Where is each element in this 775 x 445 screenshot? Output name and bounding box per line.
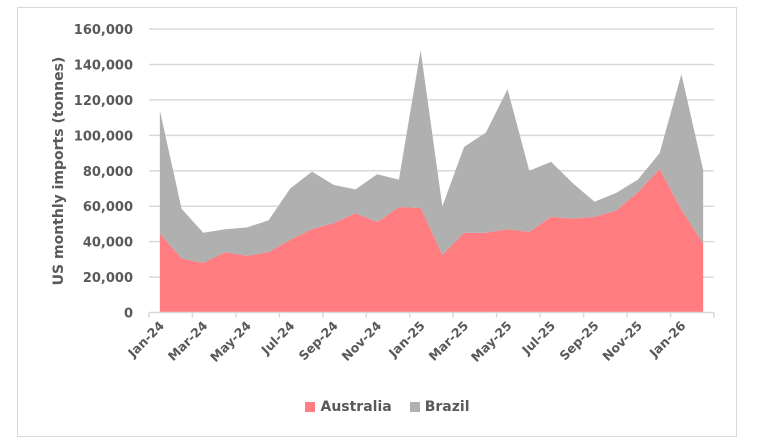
y-tick-label: 80,000 bbox=[83, 165, 133, 180]
x-tick-label: Jan-25 bbox=[385, 318, 428, 361]
x-tick-label: Mar-25 bbox=[426, 318, 472, 364]
y-tick-label: 60,000 bbox=[83, 200, 133, 215]
x-tick-label: Nov-24 bbox=[338, 318, 384, 364]
x-tick-label: May-25 bbox=[468, 318, 515, 365]
y-tick-label: 160,000 bbox=[74, 23, 133, 38]
area-australia bbox=[159, 168, 704, 313]
y-tick-label: 20,000 bbox=[83, 271, 133, 286]
x-tick-label: Mar-24 bbox=[165, 318, 211, 364]
y-axis-title: US monthly imports (tonnes) bbox=[51, 57, 67, 286]
x-tick-label: Sep-24 bbox=[296, 318, 341, 363]
area-series bbox=[159, 50, 704, 313]
australia-swatch-icon bbox=[305, 402, 316, 412]
y-tick-label: 100,000 bbox=[74, 129, 133, 144]
x-tick-label: Nov-25 bbox=[599, 318, 645, 364]
y-tick-label: 140,000 bbox=[74, 58, 133, 73]
legend: Australia Brazil bbox=[0, 399, 775, 415]
legend-item-brazil: Brazil bbox=[409, 399, 470, 415]
x-tick-label: May-24 bbox=[207, 318, 254, 365]
y-tick-label: 0 bbox=[124, 307, 133, 322]
brazil-swatch-icon bbox=[409, 402, 420, 412]
y-tick-label: 120,000 bbox=[74, 94, 133, 109]
x-tick-label: Jan-26 bbox=[646, 318, 689, 361]
y-axis: 0 20,000 40,000 60,000 80,000 100,000 120,000 1… bbox=[74, 23, 133, 322]
x-tick-label: Sep-25 bbox=[556, 318, 601, 363]
area-brazil bbox=[159, 50, 704, 263]
y-tick-label: 40,000 bbox=[83, 236, 133, 251]
x-tick-label: Jan-24 bbox=[124, 318, 167, 361]
x-tick-label: Jul-24 bbox=[257, 318, 297, 358]
x-tick-label: Jul-25 bbox=[518, 318, 558, 358]
legend-label-brazil: Brazil bbox=[424, 399, 470, 415]
legend-item-australia: Australia bbox=[305, 399, 392, 415]
legend-label-australia: Australia bbox=[320, 399, 392, 415]
